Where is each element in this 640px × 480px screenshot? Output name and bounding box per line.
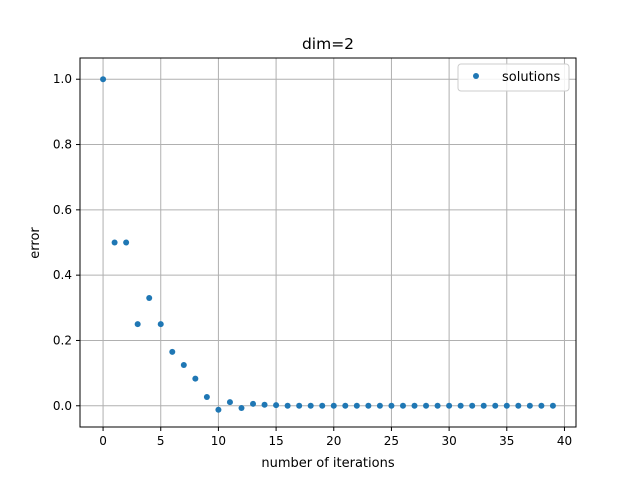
data-point xyxy=(100,76,107,83)
x-tick-label: 25 xyxy=(384,434,399,448)
data-point xyxy=(388,402,395,409)
legend-box xyxy=(457,63,570,92)
data-point xyxy=(446,402,453,409)
data-point xyxy=(480,402,487,409)
data-point xyxy=(146,295,153,302)
data-point xyxy=(238,405,245,412)
data-point xyxy=(203,393,210,400)
data-point xyxy=(157,321,164,328)
y-tick-label: 0.6 xyxy=(53,203,72,217)
data-point xyxy=(330,402,337,409)
y-tick-label: 0.8 xyxy=(53,138,72,152)
y-tick-label: 0.2 xyxy=(53,333,72,347)
legend: solutions xyxy=(457,63,570,92)
x-tick-label: 30 xyxy=(441,434,456,448)
data-point xyxy=(134,321,141,328)
data-point xyxy=(192,375,199,382)
legend-label: solutions xyxy=(502,70,560,85)
x-tick-label: 20 xyxy=(326,434,341,448)
data-point xyxy=(515,402,522,409)
x-tick-label: 35 xyxy=(499,434,514,448)
data-point xyxy=(180,361,187,368)
x-tick-label: 40 xyxy=(557,434,572,448)
data-point xyxy=(250,400,257,407)
data-point xyxy=(503,402,510,409)
axis-ticks: 0 5 10 15 20 25 30 35 40 0.0 0.2 0.4 0.6 0.8 1.0 xyxy=(53,72,572,448)
data-point xyxy=(215,406,222,413)
data-point xyxy=(457,402,464,409)
y-tick-label: 0.0 xyxy=(53,399,72,413)
x-tick-label: 10 xyxy=(211,434,226,448)
data-point xyxy=(111,239,118,246)
data-point xyxy=(284,402,291,409)
data-point xyxy=(169,348,176,355)
data-point xyxy=(411,402,418,409)
y-axis-label: error xyxy=(28,227,43,259)
data-point xyxy=(353,402,360,409)
y-tick-label: 1.0 xyxy=(53,72,72,86)
y-tick-label: 0.4 xyxy=(53,268,72,282)
data-point xyxy=(469,402,476,409)
data-points xyxy=(100,76,556,413)
data-point xyxy=(307,402,314,409)
data-point xyxy=(492,402,499,409)
x-axis-label: number of iterations xyxy=(261,456,394,471)
data-point xyxy=(342,402,349,409)
data-point xyxy=(273,402,280,409)
x-tick-label: 15 xyxy=(268,434,283,448)
data-point xyxy=(434,402,441,409)
data-point xyxy=(549,402,556,409)
data-point xyxy=(319,402,326,409)
data-point xyxy=(365,402,372,409)
data-point xyxy=(423,402,430,409)
data-point xyxy=(296,402,303,409)
x-tick-label: 5 xyxy=(157,434,165,448)
data-point xyxy=(123,239,130,246)
data-point xyxy=(526,402,533,409)
plot-frame xyxy=(79,57,577,428)
data-point xyxy=(261,401,268,408)
data-point xyxy=(538,402,545,409)
legend-marker xyxy=(473,73,479,79)
data-point xyxy=(376,402,383,409)
chart-title: dim=2 xyxy=(302,35,354,53)
data-point xyxy=(226,399,233,406)
data-point xyxy=(399,402,406,409)
x-tick-label: 0 xyxy=(99,434,107,448)
